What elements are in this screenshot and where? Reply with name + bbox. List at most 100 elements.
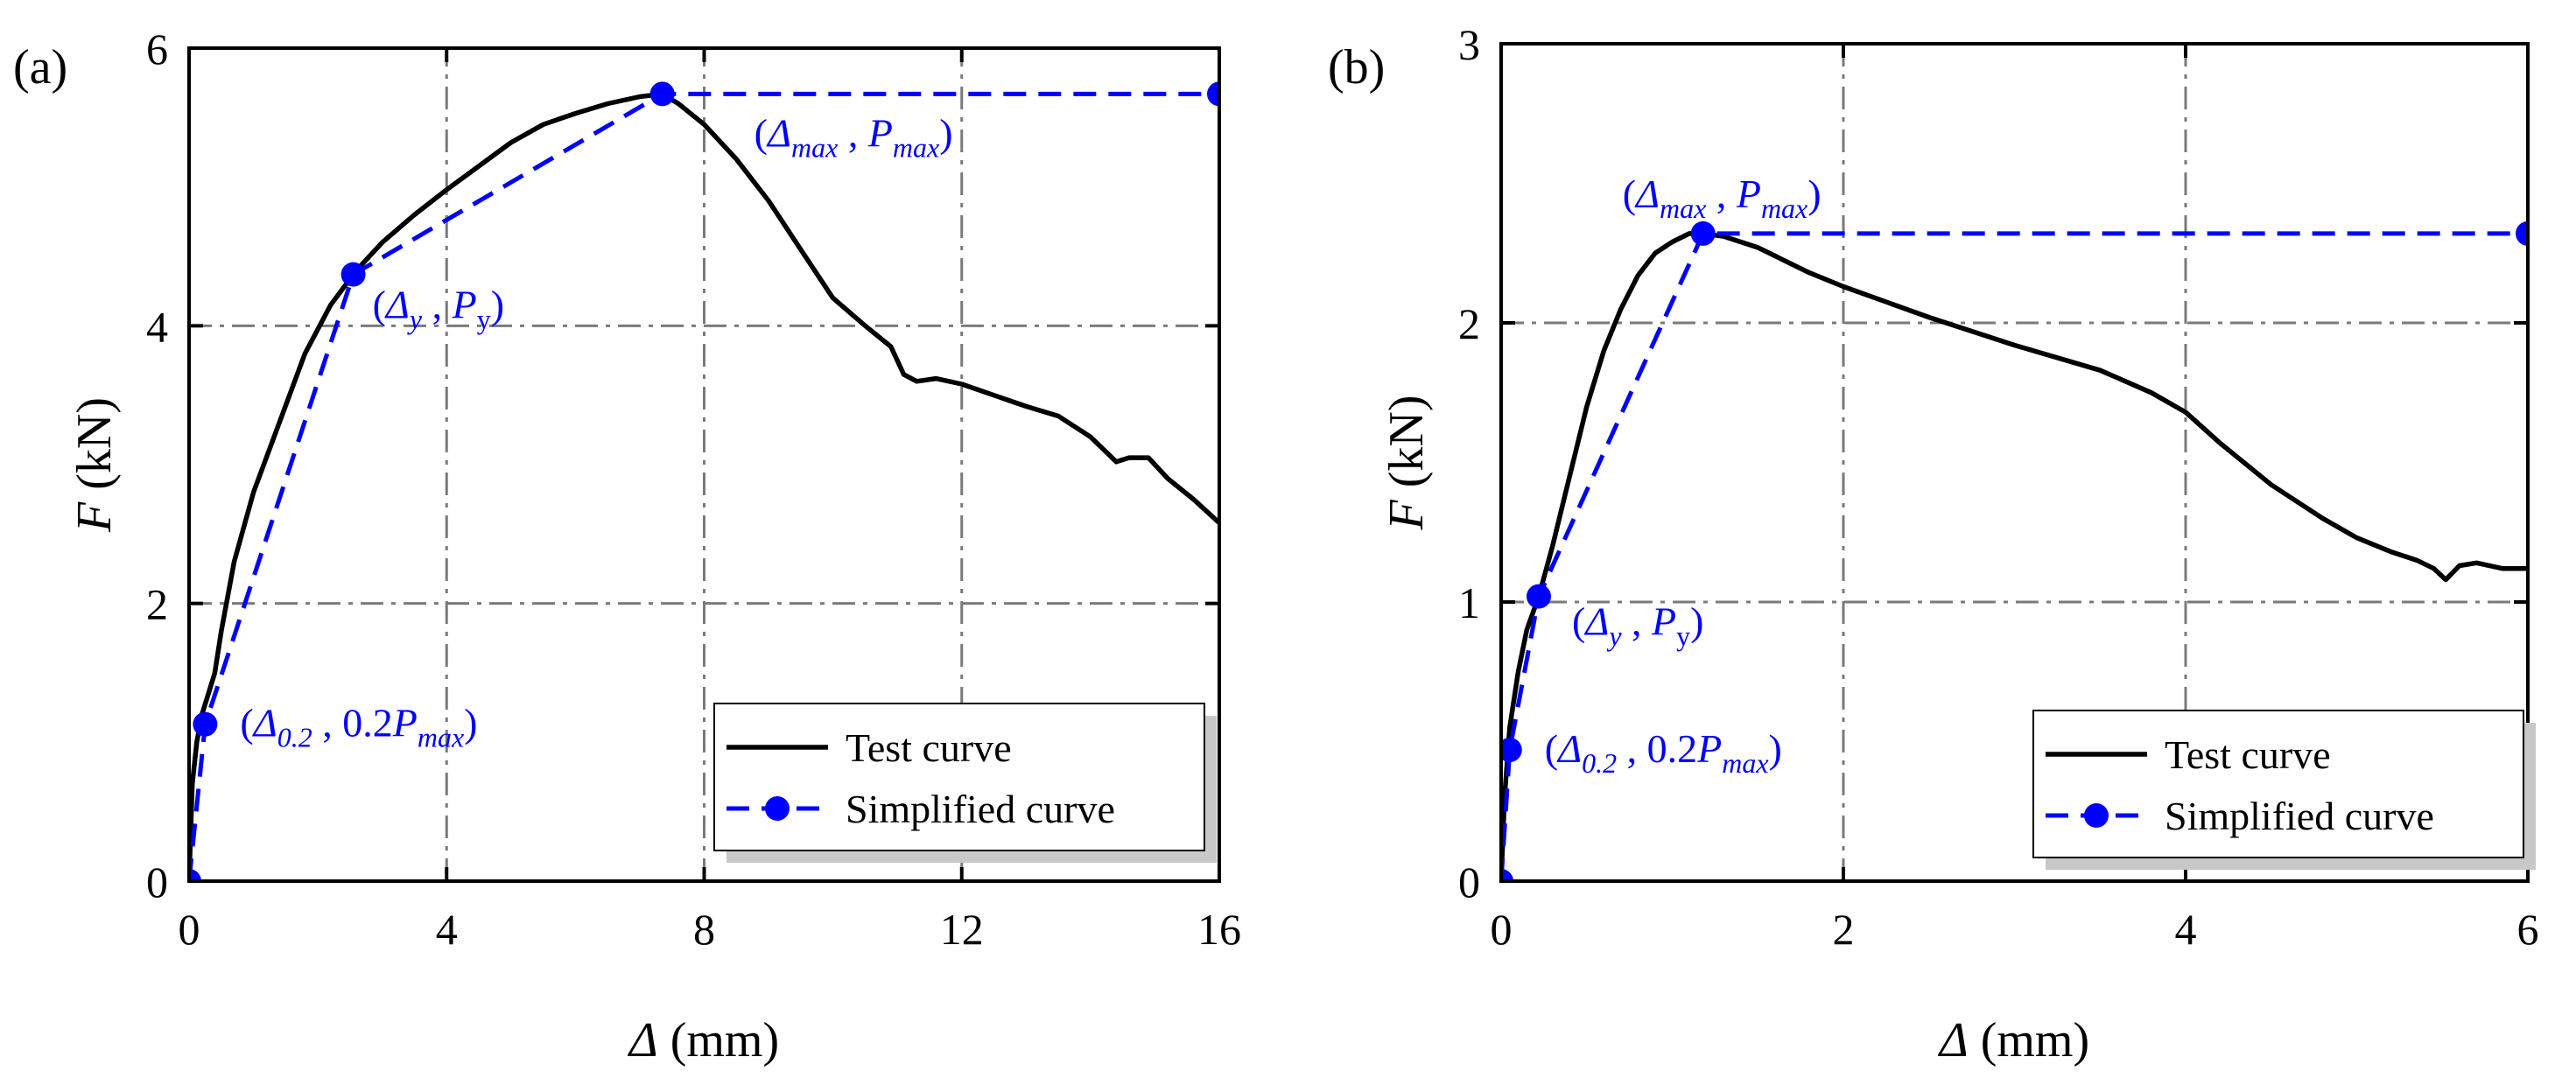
annotation-delta-subscript: y — [407, 304, 423, 335]
annotation-separator: , — [838, 110, 868, 155]
x-tick-label: 6 — [2517, 905, 2539, 954]
annotation-delta-subscript: max — [1660, 192, 1706, 224]
annotation-paren-open: ( — [1572, 599, 1585, 644]
annotation-force-subscript: max — [893, 131, 939, 163]
x-axis-label-symbol: Δ — [628, 1013, 658, 1068]
annotation-delta: Δ — [384, 283, 410, 327]
annotation-paren-open: ( — [1545, 726, 1558, 771]
annotation-force: P — [867, 110, 893, 155]
x-tick-label: 0 — [1491, 905, 1513, 954]
y-tick-label: 2 — [1458, 299, 1480, 348]
simplified-curve-marker — [189, 869, 201, 881]
panel-label: (b) — [1328, 40, 1385, 94]
annotation-paren-close: ) — [1807, 172, 1821, 216]
annotation-force: P — [392, 701, 418, 746]
annotation-delta-subscript: max — [791, 131, 838, 163]
annotation-delta-subscript: 0.2 — [1582, 747, 1617, 779]
y-tick-label: 0 — [1458, 858, 1480, 906]
legend-simplified-curve-marker — [765, 796, 790, 821]
annotation-force-subscript: max — [1722, 747, 1768, 779]
y-axis-label-symbol: F — [1379, 499, 1434, 530]
annotation-delta: Δ — [766, 110, 791, 155]
simplified-curve-marker — [2516, 220, 2528, 246]
y-tick-label: 3 — [1458, 20, 1480, 69]
annotation-force-subscript: y — [477, 304, 491, 335]
legend-test-curve-label: Test curve — [2165, 732, 2331, 777]
simplified-curve-marker — [193, 711, 218, 737]
annotation-force-subscript: max — [1761, 192, 1807, 224]
x-axis-label-unit: (mm) — [658, 1013, 779, 1068]
simplified-curve-marker — [1527, 584, 1552, 609]
simplified-curve-marker — [1690, 220, 1716, 246]
key-point-annotation: (Δmax , Pmax) — [1623, 172, 1821, 224]
annotation-paren-open: ( — [755, 110, 768, 155]
annotation-paren-open: ( — [373, 283, 386, 327]
annotation-delta: Δ — [1634, 172, 1660, 216]
legend-box — [713, 703, 1205, 851]
annotation-force-subscript: y — [1676, 620, 1690, 652]
x-tick-label: 16 — [1197, 905, 1241, 954]
annotation-paren-close: ) — [491, 283, 504, 327]
key-point-annotation: (Δmax , Pmax) — [755, 110, 953, 163]
x-tick-label: 12 — [940, 905, 984, 954]
legend: Test curve Simplified curve — [2032, 710, 2536, 870]
y-axis-label-unit: (kN) — [1379, 396, 1434, 500]
annotation-paren-close: ) — [939, 110, 952, 155]
annotation-separator: , 0.2 — [1617, 726, 1697, 771]
legend-box — [2032, 710, 2524, 858]
annotation-delta-subscript: y — [1606, 620, 1622, 652]
plot-area — [189, 81, 1219, 881]
annotation-separator: , — [1622, 599, 1653, 644]
annotation-delta: Δ — [1556, 726, 1582, 771]
annotation-delta: Δ — [1583, 599, 1609, 644]
x-axis-label: Δ (mm) — [1938, 1013, 2089, 1068]
x-tick-label: 0 — [179, 905, 200, 954]
annotation-separator: , — [1706, 172, 1737, 216]
legend-simplified-curve-label: Simplified curve — [2165, 794, 2434, 838]
simplified-curve-marker — [649, 81, 675, 107]
legend-simplified-curve-label: Simplified curve — [846, 787, 1115, 831]
legend-test-curve-label: Test curve — [846, 725, 1012, 770]
x-tick-label: 2 — [1833, 905, 1855, 954]
y-tick-label: 2 — [146, 580, 168, 629]
y-axis-label: F (kN) — [1379, 396, 1434, 531]
annotation-force-subscript: max — [418, 722, 464, 753]
annotation-force: P — [1651, 599, 1676, 644]
annotation-paren-open: ( — [240, 701, 253, 746]
y-tick-label: 0 — [146, 858, 168, 906]
x-tick-label: 4 — [2175, 905, 2197, 954]
y-axis-label-unit: (kN) — [67, 397, 122, 502]
annotation-delta: Δ — [252, 701, 277, 746]
legend-simplified-curve-marker — [2084, 803, 2109, 828]
annotation-force: P — [1736, 172, 1761, 216]
y-tick-label: 4 — [146, 302, 168, 351]
panel-label: (a) — [13, 40, 67, 94]
simplified-curve-marker — [1501, 869, 1513, 881]
key-point-annotation: (Δy , Py) — [373, 283, 504, 335]
annotation-paren-open: ( — [1623, 172, 1636, 216]
annotation-force: P — [452, 283, 477, 327]
annotation-paren-close: ) — [1690, 599, 1703, 644]
simplified-curve-marker — [1207, 81, 1219, 107]
y-axis-label-symbol: F — [67, 501, 122, 533]
y-axis-label: F (kN) — [67, 397, 122, 533]
key-point-annotation: (Δy , Py) — [1572, 599, 1703, 652]
x-tick-label: 8 — [693, 905, 715, 954]
legend: Test curve Simplified curve — [713, 703, 1217, 863]
x-axis-label-unit: (mm) — [1969, 1013, 2089, 1068]
x-axis-label: Δ (mm) — [628, 1013, 779, 1068]
annotation-separator: , 0.2 — [312, 701, 393, 746]
x-tick-label: 4 — [436, 905, 458, 954]
plot-area — [1501, 220, 2528, 881]
y-tick-label: 1 — [1458, 578, 1480, 627]
annotation-force: P — [1696, 726, 1722, 771]
annotation-paren-close: ) — [464, 701, 477, 746]
annotation-paren-close: ) — [1769, 726, 1782, 771]
annotation-delta-subscript: 0.2 — [277, 722, 312, 753]
y-tick-label: 6 — [146, 24, 168, 74]
key-point-annotation: (Δ0.2 , 0.2Pmax) — [240, 701, 477, 753]
axes-frame — [1499, 42, 2530, 883]
annotation-separator: , — [422, 283, 452, 327]
